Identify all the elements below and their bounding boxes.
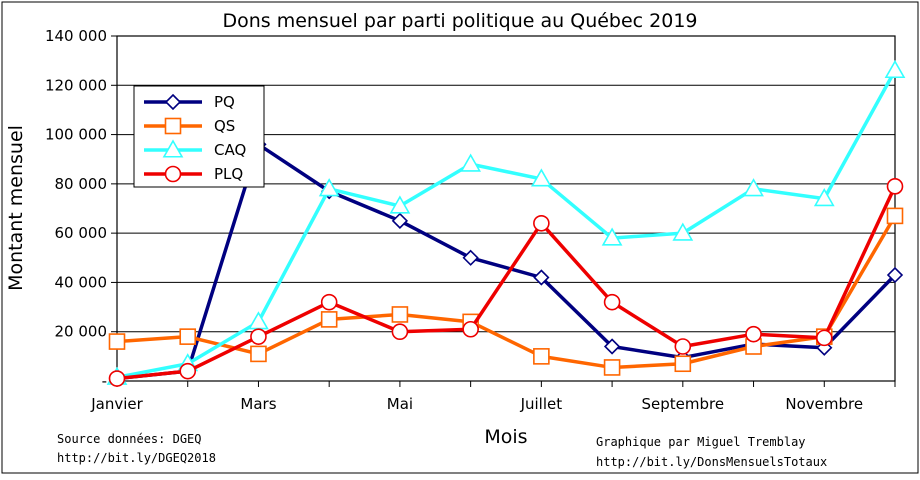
source-line-1: Source données: DGEQ xyxy=(57,432,202,446)
data-point-pq xyxy=(603,338,621,355)
data-point-caq xyxy=(813,188,835,207)
data-point-plq xyxy=(108,370,126,387)
data-point-caq xyxy=(530,168,552,187)
legend-item-plq: PLQ xyxy=(144,165,243,183)
x-axis-ticks: Janvier Mars Mai Juillet Septembre Novembre xyxy=(90,381,896,413)
data-point-plq xyxy=(603,293,621,311)
data-point-qs xyxy=(108,333,126,350)
data-point-qs xyxy=(250,345,267,363)
y-axis-title: Montant mensuel xyxy=(5,125,27,291)
data-point-plq xyxy=(391,323,409,341)
series-caq xyxy=(106,59,906,385)
y-tick-label: 120 000 xyxy=(45,76,107,94)
data-point-caq xyxy=(318,178,340,197)
data-point-pq xyxy=(391,212,409,229)
data-point-plq xyxy=(179,362,197,380)
chart-title: Dons mensuel par parti politique au Québ… xyxy=(222,10,697,32)
data-point-caq xyxy=(743,178,764,197)
legend-marker-plq xyxy=(164,165,182,183)
data-point-qs xyxy=(674,355,692,373)
data-point-qs xyxy=(603,359,621,376)
legend-label-caq: CAQ xyxy=(214,141,246,159)
data-point-qs xyxy=(320,311,338,328)
x-tick-label: Juillet xyxy=(520,395,563,413)
y-tick-label: - xyxy=(102,372,107,390)
data-point-caq xyxy=(460,153,482,172)
data-point-plq xyxy=(250,328,267,345)
data-point-plq xyxy=(320,293,338,311)
legend-label-qs: QS xyxy=(214,117,235,135)
x-tick-label: Janvier xyxy=(90,395,143,413)
series-line-qs xyxy=(115,214,897,370)
data-point-qs xyxy=(179,328,197,345)
legend-marker-qs xyxy=(164,117,182,135)
x-tick-label: Mars xyxy=(240,395,276,413)
data-point-qs xyxy=(886,207,904,225)
series-plq xyxy=(108,178,904,387)
credit-line-2: http://bit.ly/DonsMensuelsTotaux xyxy=(596,455,827,469)
y-tick-label: 20 000 xyxy=(55,323,108,341)
credit-line-1: Graphique par Miguel Tremblay xyxy=(596,435,806,449)
legend-label-plq: PLQ xyxy=(214,165,243,183)
x-tick-label: Septembre xyxy=(642,395,725,413)
data-point-caq xyxy=(672,222,694,241)
source-line-2: http://bit.ly/DGEQ2018 xyxy=(57,451,216,465)
data-point-caq xyxy=(884,59,906,79)
legend-item-qs: QS xyxy=(144,117,235,135)
x-axis-title: Mois xyxy=(484,426,527,448)
series-group xyxy=(106,59,906,387)
data-point-caq xyxy=(601,227,623,246)
legend-marker-pq xyxy=(164,93,182,111)
y-tick-label: 60 000 xyxy=(55,224,108,242)
data-point-pq xyxy=(886,266,904,284)
series-line-caq xyxy=(115,68,897,380)
x-tick-label: Mai xyxy=(387,395,413,413)
data-point-plq xyxy=(745,325,762,343)
data-point-pq xyxy=(533,269,550,286)
legend-label-pq: PQ xyxy=(214,93,235,111)
y-tick-label: 80 000 xyxy=(55,175,108,193)
data-point-plq xyxy=(462,320,479,338)
legend-item-pq: PQ xyxy=(144,93,235,111)
data-point-plq xyxy=(886,178,904,195)
y-tick-label: 100 000 xyxy=(45,126,107,144)
data-point-caq xyxy=(389,195,411,214)
legend-marker-caq xyxy=(162,139,184,158)
legend: PQ QS CAQ PLQ xyxy=(133,85,265,188)
y-axis-ticks: - 20 000 40 000 60 000 80 000 100 000 120 000 1… xyxy=(45,27,117,390)
y-tick-label: 140 000 xyxy=(45,27,107,45)
data-point-qs xyxy=(533,348,550,365)
data-point-plq xyxy=(815,329,833,347)
data-point-plq xyxy=(674,338,692,355)
x-tick-label: Novembre xyxy=(785,395,863,413)
data-point-pq xyxy=(462,249,479,266)
y-tick-label: 40 000 xyxy=(55,273,108,291)
legend-item-caq: CAQ xyxy=(144,139,246,159)
data-point-plq xyxy=(533,214,550,232)
series-line-plq xyxy=(115,184,897,381)
data-point-qs xyxy=(391,306,409,323)
